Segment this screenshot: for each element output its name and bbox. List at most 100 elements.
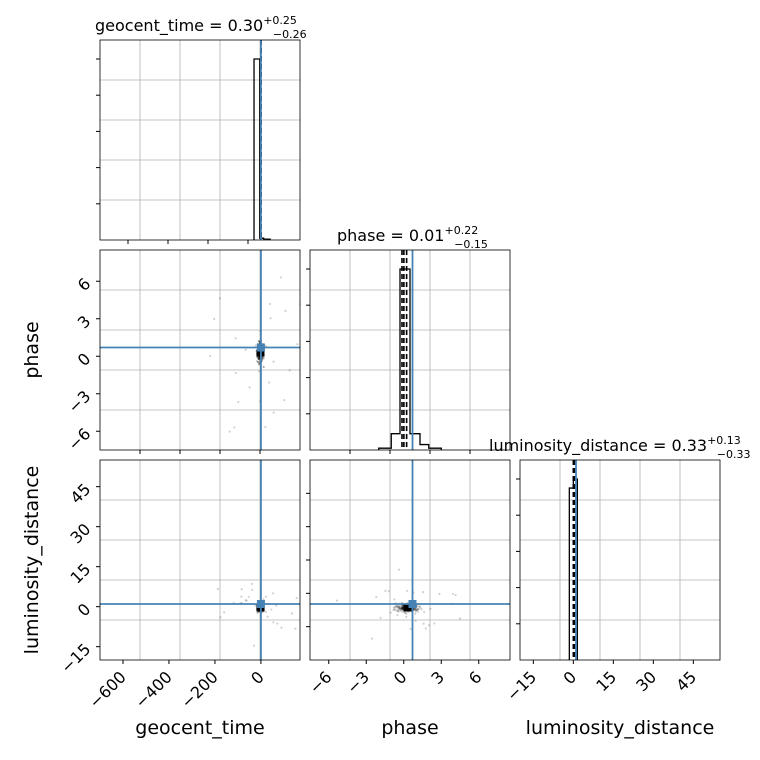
panel-border bbox=[99, 39, 301, 241]
sample-point bbox=[406, 589, 409, 592]
sample-point bbox=[397, 605, 401, 608]
sample-point bbox=[396, 614, 399, 617]
sample-point bbox=[258, 370, 261, 373]
sample-point bbox=[392, 606, 395, 609]
sample-point bbox=[240, 595, 243, 598]
sample-point bbox=[370, 637, 374, 640]
ytick-label: 3 bbox=[74, 312, 95, 333]
sample-point bbox=[244, 598, 247, 602]
xtick-label: 45 bbox=[672, 667, 700, 695]
sample-point bbox=[272, 621, 275, 624]
sample-point bbox=[451, 592, 455, 596]
sample-point bbox=[438, 592, 441, 596]
sample-point bbox=[258, 340, 261, 343]
sample-point bbox=[237, 400, 240, 404]
sample-point bbox=[272, 360, 275, 363]
sample-point bbox=[409, 627, 412, 630]
sample-point bbox=[415, 608, 418, 611]
sample-point bbox=[284, 309, 287, 312]
sample-point bbox=[247, 595, 250, 598]
sample-point bbox=[399, 607, 402, 611]
sample-point bbox=[396, 609, 400, 613]
sample-point bbox=[268, 302, 271, 306]
truth-marker bbox=[408, 600, 417, 608]
sample-point bbox=[398, 606, 401, 609]
sample-point bbox=[258, 358, 261, 361]
sample-point bbox=[420, 608, 423, 611]
sample-point bbox=[400, 607, 404, 610]
sample-point bbox=[422, 622, 425, 625]
sample-point bbox=[396, 607, 399, 610]
sample-point bbox=[257, 361, 260, 364]
sample-point bbox=[458, 617, 462, 620]
sample-point bbox=[399, 606, 402, 609]
sample-point bbox=[262, 365, 265, 369]
frame-hist-phase bbox=[306, 249, 511, 454]
xtick-label: 0 bbox=[390, 667, 411, 688]
sample-point bbox=[405, 615, 408, 618]
sample-point bbox=[257, 357, 260, 360]
sample-point bbox=[397, 608, 401, 612]
xtick-label: −15 bbox=[503, 667, 540, 704]
sample-point bbox=[400, 606, 403, 610]
sample-point bbox=[398, 607, 401, 610]
sample-point bbox=[415, 609, 419, 612]
ytick-label: −6 bbox=[64, 424, 94, 454]
sample-point bbox=[258, 363, 261, 366]
sample-point bbox=[275, 604, 278, 607]
sample-point bbox=[393, 607, 396, 610]
sample-point bbox=[257, 340, 261, 343]
truth-marker bbox=[256, 343, 265, 352]
sample-point bbox=[228, 430, 231, 433]
sample-point bbox=[414, 619, 417, 622]
sample-point bbox=[375, 595, 378, 599]
sample-point bbox=[245, 599, 248, 602]
title-geocent_time: geocent_time = 0.30+0.25 −0.26 bbox=[95, 14, 307, 41]
ytick-label: 30 bbox=[67, 520, 95, 548]
sample-point bbox=[454, 593, 457, 597]
sample-point bbox=[262, 597, 265, 601]
sample-point bbox=[387, 590, 390, 593]
sample-point bbox=[427, 624, 431, 627]
sample-point bbox=[257, 356, 261, 359]
sample-point bbox=[400, 606, 403, 610]
sample-point bbox=[397, 568, 401, 571]
sample-point bbox=[252, 644, 256, 647]
sample-point bbox=[401, 608, 404, 611]
hist-bar-1 bbox=[391, 434, 400, 450]
xtick-label: 0 bbox=[560, 667, 581, 688]
sample-point bbox=[424, 627, 427, 630]
sample-point bbox=[401, 606, 404, 610]
sample-point bbox=[283, 399, 286, 402]
truth-marker bbox=[256, 600, 265, 608]
sample-point bbox=[288, 369, 291, 372]
sample-point bbox=[279, 276, 282, 279]
sample-point bbox=[264, 425, 267, 429]
panel-hist-phase bbox=[310, 250, 510, 450]
sample-point bbox=[296, 343, 299, 346]
sample-point bbox=[401, 610, 404, 614]
sample-point bbox=[413, 608, 417, 611]
title-phase: phase = 0.01+0.22 −0.15 bbox=[337, 224, 488, 251]
ytick-label: −15 bbox=[57, 640, 94, 677]
sample-point bbox=[414, 610, 417, 613]
sample-point bbox=[403, 611, 407, 614]
sample-point bbox=[416, 610, 420, 613]
ytick-label: −3 bbox=[64, 387, 94, 417]
sample-point bbox=[400, 605, 404, 608]
ylabel-luminosity_distance: luminosity_distance bbox=[21, 466, 43, 655]
frame-hist-luminosity_distance: −15 0 15 30 45 bbox=[503, 459, 721, 705]
hist-bar-0 bbox=[254, 59, 260, 240]
sample-point bbox=[404, 612, 407, 615]
sample-point bbox=[395, 605, 399, 608]
sample-point bbox=[397, 606, 401, 610]
sample-point bbox=[264, 610, 267, 614]
xlabel-phase: phase bbox=[381, 717, 438, 739]
frame-hist-geocent_time bbox=[96, 39, 301, 244]
sample-point bbox=[258, 356, 261, 359]
panel-border bbox=[519, 459, 721, 661]
sample-point bbox=[384, 589, 387, 592]
sample-point bbox=[416, 608, 419, 611]
sample-point bbox=[401, 605, 404, 608]
